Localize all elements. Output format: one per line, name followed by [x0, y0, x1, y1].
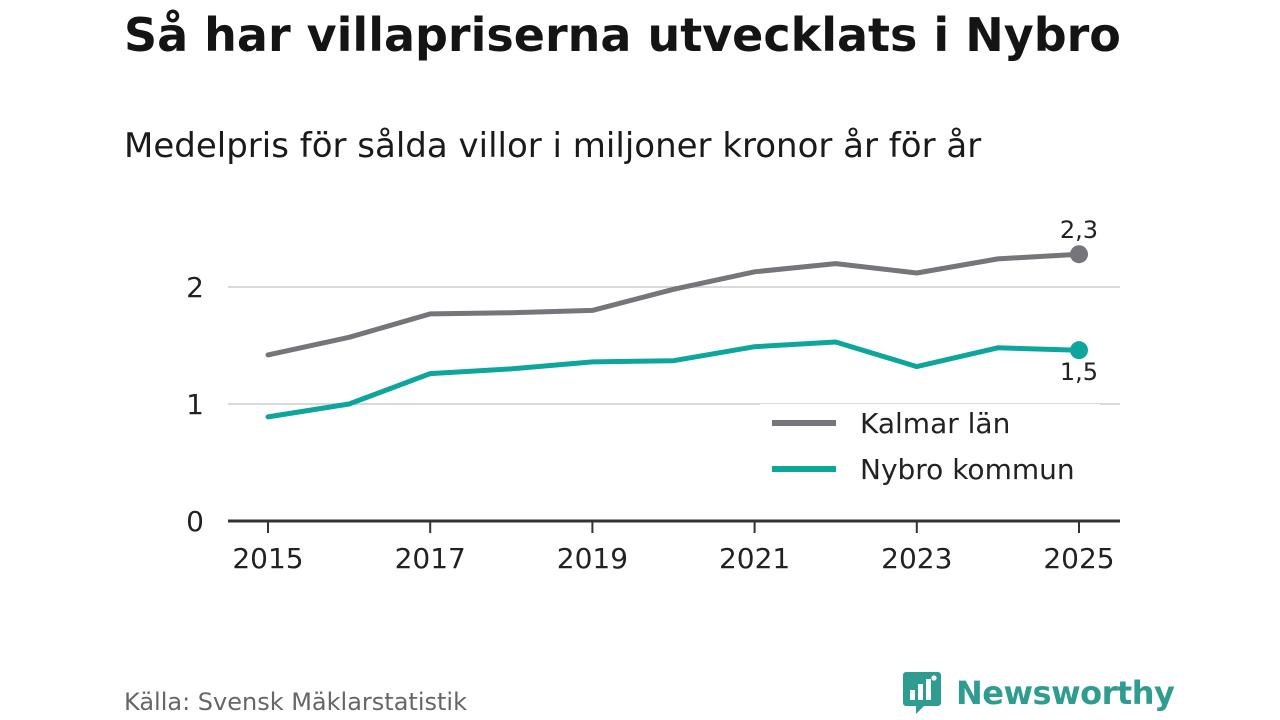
grid-layer — [228, 286, 1120, 405]
source-note: Källa: Svensk Mäklarstatistik — [124, 688, 467, 716]
x-tick-label-2019: 2019 — [557, 542, 628, 575]
brand-logo: Newsworthy — [902, 670, 1175, 716]
x-tick-label-2023: 2023 — [881, 542, 952, 575]
x-tick-label-2025: 2025 — [1043, 542, 1114, 575]
brand-name: Newsworthy — [956, 674, 1175, 712]
x-tick-label-2015: 2015 — [232, 542, 303, 575]
x-tick-label-2021: 2021 — [719, 542, 790, 575]
x-tick-label-2017: 2017 — [395, 542, 466, 575]
series-end-point-nybro — [1070, 341, 1088, 360]
series-end-label-kalmar: 2,3 — [1060, 216, 1098, 244]
y-tick-label-1: 1 — [186, 388, 204, 421]
y-tick-label-0: 0 — [186, 505, 204, 538]
legend-label-kalmar: Kalmar län — [860, 407, 1010, 440]
series-end-label-nybro: 1,5 — [1060, 358, 1098, 386]
chart-title: Så har villapriserna utvecklats i Nybro — [124, 8, 1121, 62]
legend: Kalmar län Nybro kommun — [760, 404, 1100, 500]
series-line-nybro — [265, 339, 1082, 420]
legend-label-nybro: Nybro kommun — [860, 453, 1075, 486]
series-layer — [265, 245, 1088, 420]
newsworthy-logo-icon — [903, 672, 941, 714]
series-end-point-kalmar — [1070, 245, 1088, 264]
y-tick-label-2: 2 — [186, 271, 204, 304]
axis-layer: 0 1 2 2015 2017 2019 2021 2023 2025 — [186, 271, 1120, 575]
chart-subtitle: Medelpris för sålda villor i miljoner kr… — [124, 126, 982, 166]
label-layer: 2,3 1,5 — [1060, 216, 1098, 386]
series-line-kalmar — [265, 251, 1082, 358]
